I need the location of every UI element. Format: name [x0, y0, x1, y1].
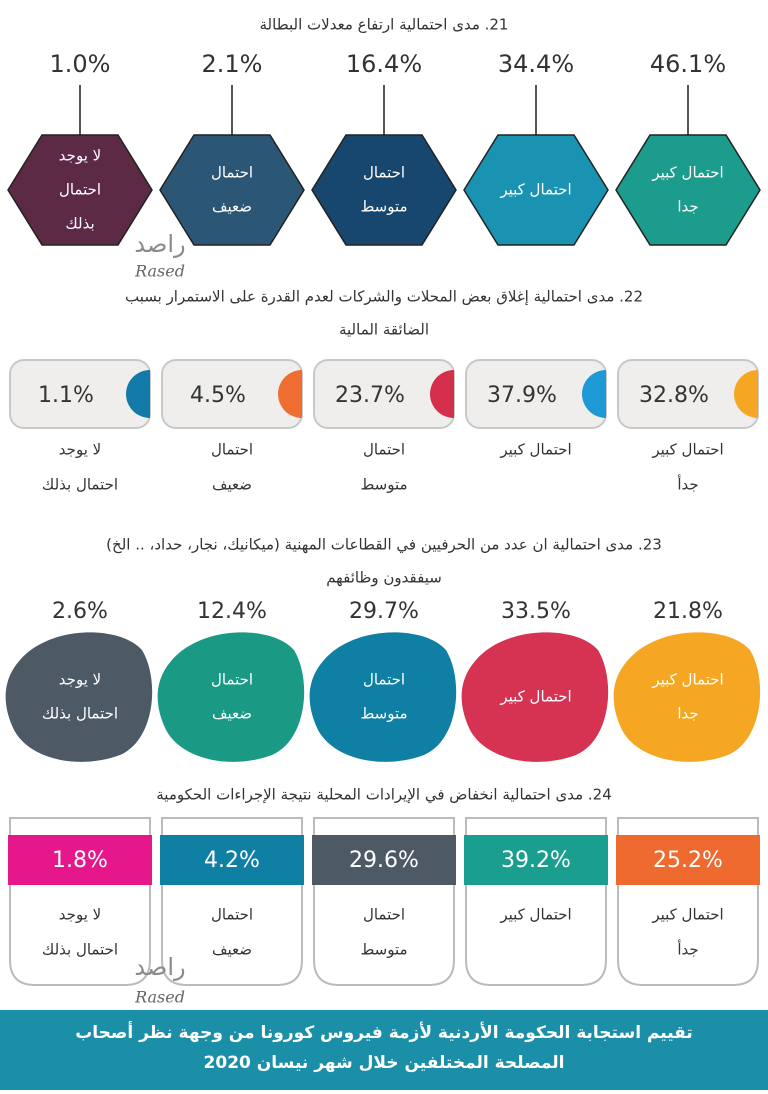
indicator — [278, 370, 302, 418]
footer-band — [0, 1010, 768, 1090]
watermark-arabic: راصد — [134, 953, 185, 981]
option-label: متوسط — [360, 476, 407, 494]
indicator — [734, 370, 758, 418]
section-title: سيفقدون وظائفهم — [326, 569, 442, 587]
option-label: احتمال كبير — [651, 906, 723, 924]
percentage: 39.2% — [501, 848, 571, 873]
option-label: احتمال بذلك — [42, 476, 118, 494]
percentage: 12.4% — [197, 599, 267, 624]
hexagon — [159, 134, 305, 246]
indicator — [430, 370, 454, 418]
blob — [5, 632, 153, 762]
percentage: 4.5% — [190, 383, 246, 408]
section-title: 23. مدى احتمالية ان عدد من الحرفيين في ا… — [106, 536, 662, 555]
percentage: 29.6% — [349, 848, 419, 873]
option-label: متوسط — [360, 198, 407, 216]
option-label: احتمال — [211, 164, 253, 182]
indicator — [126, 370, 150, 418]
option-label: احتمال كبير — [499, 906, 571, 924]
option-label: احتمال — [211, 671, 253, 689]
value-band — [312, 835, 456, 885]
option-label: احتمال كبير — [499, 688, 571, 706]
section-title: 22. مدى احتمالية إغلاق بعض المحلات والشر… — [125, 288, 643, 306]
option-label: احتمال — [59, 181, 101, 199]
percentage: 37.9% — [487, 383, 557, 408]
section-title: الضائقة المالية — [339, 321, 429, 339]
percentage: 25.2% — [653, 848, 723, 873]
option-label: ضعيف — [212, 476, 252, 494]
hexagon — [311, 134, 457, 246]
percentage: 21.8% — [653, 599, 723, 624]
blob — [309, 632, 457, 762]
percentage: 16.4% — [346, 50, 422, 78]
value-band — [464, 835, 608, 885]
section-title: 21. مدى احتمالية ارتفاع معدلات البطالة — [260, 16, 509, 34]
percentage: 32.8% — [639, 383, 709, 408]
option-label: متوسط — [360, 941, 407, 959]
option-label: احتمال بذلك — [42, 941, 118, 959]
option-label: احتمال كبير — [651, 441, 723, 459]
percentage: 2.1% — [202, 50, 263, 78]
option-label: متوسط — [360, 705, 407, 723]
indicator — [582, 370, 606, 418]
section-title: 24. مدى احتمالية انخفاض في الإيرادات الم… — [156, 786, 612, 805]
value-band — [160, 835, 304, 885]
option-label: احتمال — [363, 441, 405, 459]
option-label: ضعيف — [212, 705, 252, 723]
option-label: احتمال كبير — [651, 671, 723, 689]
blob — [157, 632, 305, 762]
option-label: بذلك — [65, 215, 94, 233]
percentage: 1.0% — [50, 50, 111, 78]
percentage: 23.7% — [335, 383, 405, 408]
option-label: جدأ — [677, 940, 698, 959]
percentage: 46.1% — [650, 50, 726, 78]
percentage: 29.7% — [349, 599, 419, 624]
hexagon — [463, 134, 609, 246]
percentage: 1.1% — [38, 383, 94, 408]
option-label: ضعيف — [212, 198, 252, 216]
watermark-latin: Rased — [134, 262, 185, 281]
value-band — [616, 835, 760, 885]
option-label: احتمال بذلك — [42, 705, 118, 723]
option-label: احتمال — [363, 671, 405, 689]
option-label: احتمال — [211, 441, 253, 459]
watermark-arabic: راصد — [134, 230, 185, 258]
percentage: 4.2% — [204, 848, 260, 873]
option-label: احتمال — [363, 906, 405, 924]
hexagon — [615, 134, 761, 246]
option-label: احتمال كبير — [651, 164, 723, 182]
hexagon — [7, 134, 153, 246]
option-label: لا يوجد — [59, 147, 101, 165]
option-label: جدا — [677, 198, 698, 216]
option-label: جدأ — [677, 475, 698, 494]
option-label: احتمال — [211, 906, 253, 924]
percentage: 34.4% — [498, 50, 574, 78]
option-label: لا يوجد — [59, 906, 101, 924]
watermark-latin: Rased — [134, 988, 185, 1007]
option-label: جدا — [677, 705, 698, 723]
percentage: 2.6% — [52, 599, 108, 624]
blob — [613, 632, 761, 762]
footer-title: المصلحة المختلفين خلال شهر نيسان 2020 — [204, 1053, 565, 1073]
value-band — [8, 835, 152, 885]
option-label: لا يوجد — [59, 441, 101, 459]
option-label: ضعيف — [212, 941, 252, 959]
option-label: احتمال كبير — [499, 181, 571, 199]
blob — [461, 632, 609, 762]
percentage: 33.5% — [501, 599, 571, 624]
option-label: احتمال — [363, 164, 405, 182]
option-label: احتمال كبير — [499, 441, 571, 459]
footer-title: تقييم استجابة الحكومة الأردنية لأزمة فير… — [75, 1021, 693, 1043]
option-label: لا يوجد — [59, 671, 101, 689]
percentage: 1.8% — [52, 848, 108, 873]
